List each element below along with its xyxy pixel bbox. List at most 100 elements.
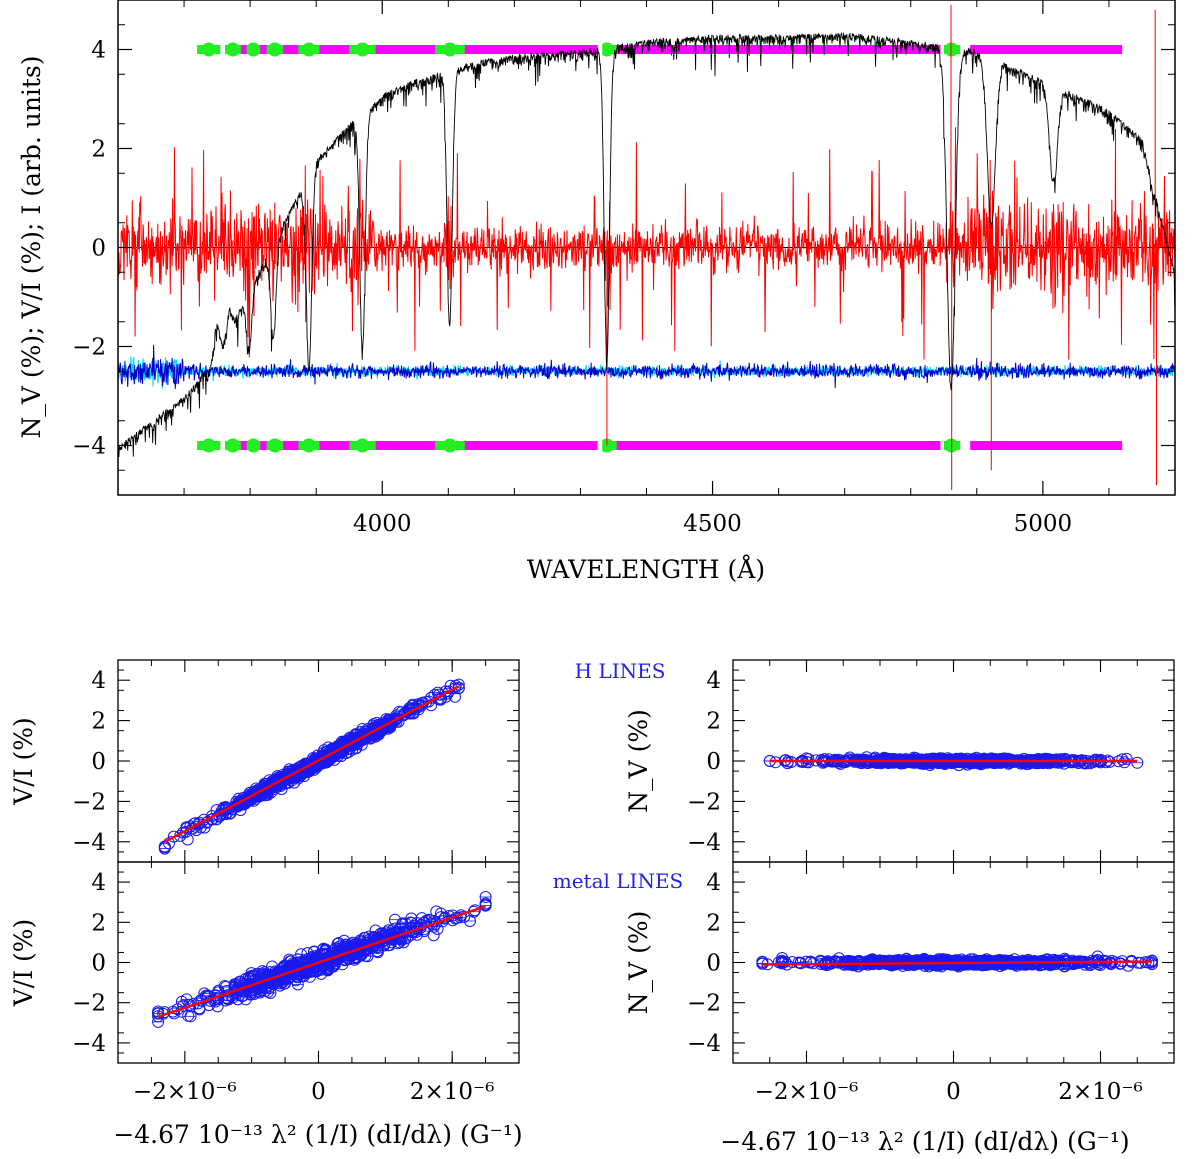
hydrogen-mask-dot-0-2 — [246, 42, 261, 57]
scatter-point — [310, 949, 323, 962]
scatter-point — [308, 946, 320, 958]
scatter-point — [468, 904, 481, 917]
spectrum-xtick-label: 4500 — [683, 511, 742, 537]
spectrum-ticks: 4000 4500 5000 −4 −2 0 2 4 — [72, 0, 1176, 537]
scatter-point — [326, 960, 339, 973]
metal-lines-vi-panel: −4 −2 0 2 4 −2×10⁻⁶ 0 2×10⁻⁶ V/I (%) — [9, 861, 520, 1105]
ytick-label: −4 — [72, 1031, 106, 1057]
scatter-point — [325, 747, 338, 760]
spectrum-xtick-label: 4000 — [353, 511, 412, 537]
spectrum-panel: 4000 4500 5000 −4 −2 0 2 4 WAVELENGTH (Å) N_V (… — [17, 0, 1176, 584]
scatter-point — [258, 784, 271, 797]
scatter-point — [815, 955, 827, 968]
fit-line — [164, 685, 460, 843]
scatter-point — [314, 753, 327, 766]
panel-ylabel: N_V (%) — [624, 911, 653, 1015]
scatter-point — [1026, 958, 1039, 971]
ytick-label: −2 — [687, 991, 721, 1017]
scatter-point — [971, 955, 984, 967]
xtick-label: 2×10⁻⁶ — [410, 1079, 495, 1105]
ytick-label: 4 — [706, 870, 721, 896]
hydrogen-mask-dot-0-6 — [442, 42, 457, 57]
scatter-point — [1052, 756, 1065, 769]
xtick-label: 2×10⁻⁶ — [1058, 1079, 1143, 1105]
scatter-point — [377, 935, 390, 947]
hydrogen-mask-dot-0-4 — [301, 42, 316, 57]
scatter-point — [376, 927, 389, 940]
bottom-right-xlabel: −4.67 10⁻¹³ λ² (1/I) (dI/dλ) (G⁻¹) — [720, 1127, 1129, 1156]
ytick-label: 0 — [706, 749, 721, 775]
spectrum-series — [118, 4, 1175, 491]
xtick-label: −2×10⁻⁶ — [755, 1079, 859, 1105]
ytick-label: −2 — [72, 789, 106, 815]
ytick-label: −4 — [687, 830, 721, 856]
hydrogen-mask-dot-1-2 — [246, 438, 261, 453]
ytick-label: 4 — [706, 668, 721, 694]
scatter-point — [209, 995, 222, 1008]
scatter-point — [283, 953, 296, 966]
scatter-point — [880, 955, 893, 968]
hydrogen-mask-dot-1-1 — [225, 438, 240, 453]
h-lines-vi-panel: −4 −2 0 2 4 V/I (%) — [9, 659, 520, 863]
h-lines-annotation: H LINES — [575, 659, 666, 683]
ytick-label: 2 — [706, 709, 721, 735]
hydrogen-mask-dot-0-3 — [267, 42, 282, 57]
fit-line — [762, 960, 1152, 966]
scatter-point — [908, 955, 921, 968]
panel-ylabel: V/I (%) — [9, 717, 38, 806]
scatter-point — [953, 955, 966, 968]
scatter-points — [158, 678, 465, 855]
scatter-point — [996, 955, 1009, 968]
spectrum-xlabel: WAVELENGTH (Å) — [527, 554, 765, 584]
metal-lines-annotation: metal LINES — [553, 869, 684, 893]
scatter-point — [270, 776, 283, 789]
bottom-left-xlabel: −4.67 10⁻¹³ λ² (1/I) (dI/dλ) (G⁻¹) — [113, 1120, 522, 1149]
scatter-point — [479, 898, 492, 911]
stokes-v-series — [118, 4, 1175, 491]
scatter-point — [405, 912, 418, 925]
ytick-label: 0 — [91, 951, 106, 977]
scatter-point — [231, 984, 243, 997]
scatter-point — [211, 1000, 224, 1013]
ytick-label: 2 — [706, 910, 721, 936]
scatter-point — [1011, 957, 1024, 970]
ytick-label: −4 — [72, 830, 106, 856]
scatter-point — [832, 753, 845, 766]
ytick-label: −2 — [687, 789, 721, 815]
xtick-label: 0 — [946, 1079, 961, 1105]
scatter-point — [1018, 756, 1031, 769]
ytick-label: 4 — [91, 870, 106, 896]
scatter-point — [256, 984, 268, 997]
scatter-point — [996, 753, 1009, 766]
scatter-point — [920, 955, 933, 968]
hydrogen-mask-dot-1-6 — [442, 438, 457, 453]
fit-line — [157, 905, 486, 1018]
scatter-points — [152, 891, 492, 1028]
scatter-point — [1116, 753, 1129, 766]
scatter-point — [1041, 752, 1054, 765]
scatter-point — [835, 956, 848, 968]
hydrogen-mask-dot-0-5 — [355, 42, 370, 57]
scatter-point — [152, 1005, 165, 1018]
scatter-point — [802, 753, 815, 766]
ytick-label: −2 — [72, 991, 106, 1017]
ytick-label: 0 — [91, 749, 106, 775]
metal-lines-n-panel: −4 −2 0 2 4 −2×10⁻⁶ 0 2×10⁻⁶ N_V (%) — [624, 861, 1175, 1105]
xtick-label: 0 — [311, 1079, 326, 1105]
hydrogen-mask-dot-1-3 — [267, 438, 282, 453]
scatter-point — [842, 954, 855, 967]
scatter-point — [281, 772, 294, 785]
scatter-point — [234, 975, 247, 988]
intensity-series — [118, 32, 1175, 458]
panel-ylabel: V/I (%) — [9, 919, 38, 1008]
spectrum-xtick-label: 5000 — [1014, 511, 1073, 537]
scatter-point — [304, 758, 316, 771]
null-series — [118, 344, 1175, 390]
spectrum-ytick-label: −2 — [72, 335, 106, 361]
scatter-point — [906, 955, 919, 967]
ytick-label: 2 — [91, 709, 106, 735]
scatter-point — [332, 745, 345, 758]
spectrum-ylabel: N_V (%); V/I (%); I (arb. units) — [17, 55, 46, 438]
hydrogen-mask-dot-1-4 — [301, 438, 316, 453]
